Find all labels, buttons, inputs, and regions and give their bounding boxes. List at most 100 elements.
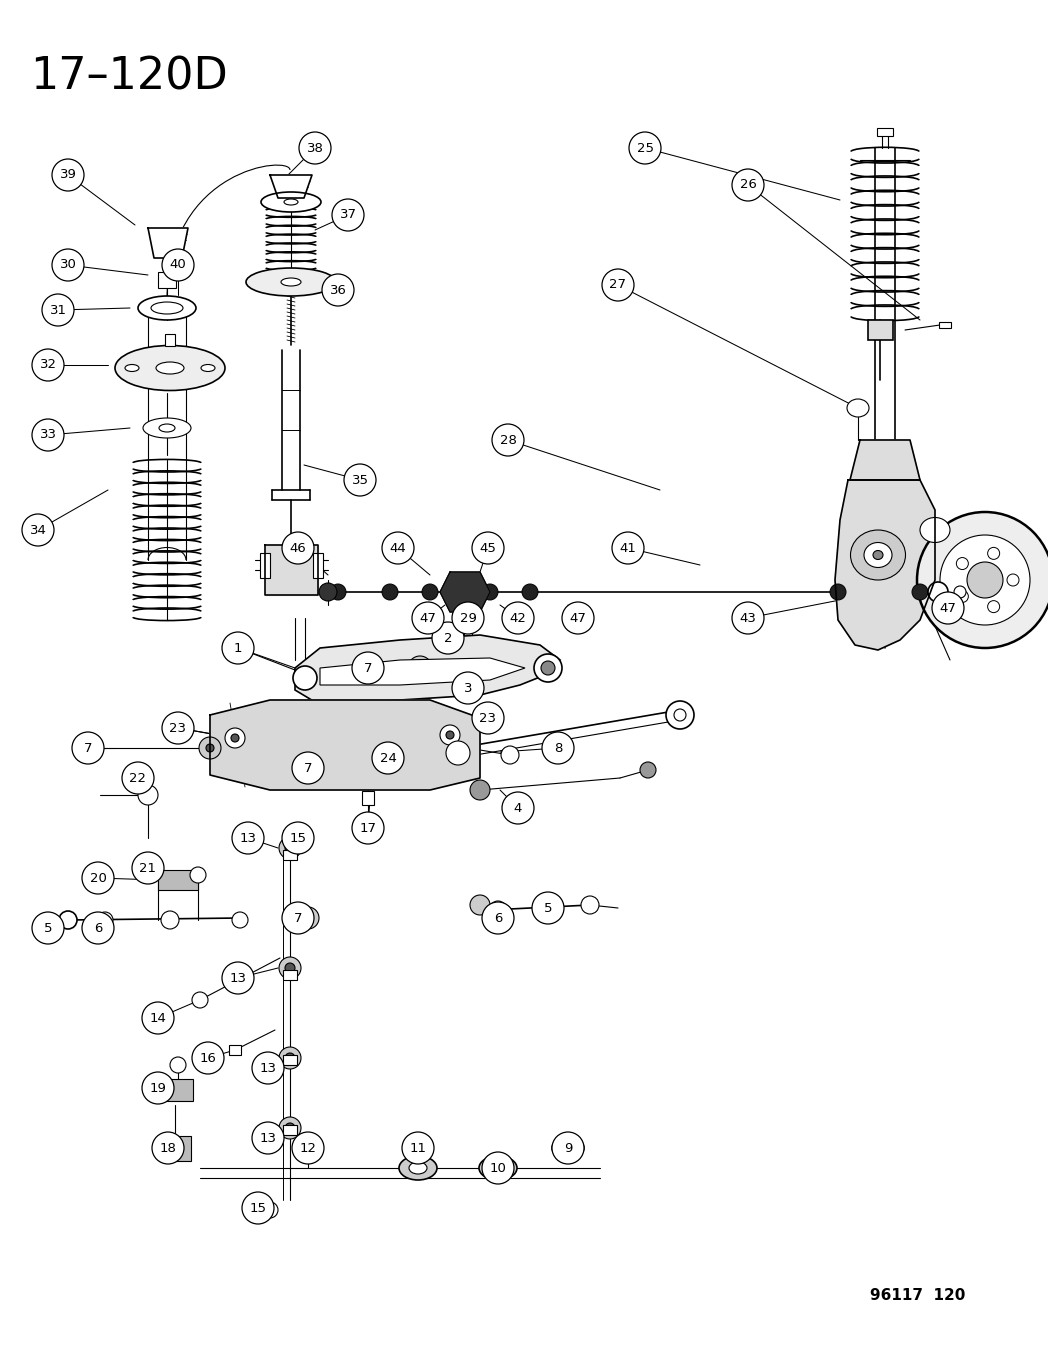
- Circle shape: [225, 728, 245, 748]
- Circle shape: [304, 915, 312, 923]
- PathPatch shape: [320, 658, 525, 685]
- Text: 17–120D: 17–120D: [30, 55, 227, 98]
- Circle shape: [640, 763, 656, 777]
- Circle shape: [954, 586, 966, 599]
- Ellipse shape: [552, 1137, 584, 1159]
- Circle shape: [381, 751, 399, 769]
- Circle shape: [383, 584, 398, 600]
- Bar: [283, 850, 297, 859]
- Text: 43: 43: [740, 612, 757, 624]
- Text: 37: 37: [340, 208, 356, 222]
- Text: 21: 21: [139, 862, 156, 874]
- Circle shape: [282, 902, 314, 933]
- Ellipse shape: [138, 296, 196, 320]
- Text: 46: 46: [289, 542, 306, 554]
- Text: 10: 10: [489, 1162, 506, 1174]
- Circle shape: [452, 584, 468, 600]
- Bar: [877, 128, 893, 136]
- Circle shape: [82, 912, 114, 944]
- Circle shape: [472, 702, 504, 734]
- Circle shape: [282, 822, 314, 854]
- Text: 11: 11: [410, 1142, 427, 1154]
- Circle shape: [232, 822, 264, 854]
- Circle shape: [32, 912, 64, 944]
- Text: 35: 35: [351, 473, 369, 487]
- Text: 22: 22: [130, 772, 147, 784]
- Circle shape: [482, 902, 514, 933]
- Circle shape: [502, 603, 534, 633]
- Circle shape: [285, 963, 294, 972]
- Circle shape: [502, 792, 534, 824]
- Text: 3: 3: [464, 682, 473, 694]
- Circle shape: [917, 512, 1048, 648]
- Text: 28: 28: [500, 433, 517, 447]
- Text: 47: 47: [419, 612, 436, 624]
- Circle shape: [552, 1132, 584, 1163]
- Bar: [939, 321, 951, 328]
- Ellipse shape: [479, 1155, 517, 1180]
- Circle shape: [52, 249, 84, 281]
- Ellipse shape: [489, 1162, 507, 1174]
- Circle shape: [629, 132, 661, 164]
- Circle shape: [532, 892, 564, 924]
- Text: 25: 25: [636, 141, 654, 155]
- Circle shape: [138, 785, 158, 806]
- Circle shape: [52, 159, 84, 191]
- Text: 18: 18: [159, 1142, 176, 1154]
- Bar: [158, 272, 176, 288]
- Circle shape: [170, 1057, 185, 1073]
- Ellipse shape: [246, 268, 336, 296]
- Circle shape: [402, 1132, 434, 1163]
- Bar: [283, 1124, 297, 1135]
- Circle shape: [927, 582, 948, 603]
- Circle shape: [279, 1116, 301, 1139]
- Circle shape: [344, 464, 376, 496]
- Circle shape: [322, 274, 354, 307]
- Polygon shape: [148, 229, 188, 258]
- Bar: [868, 320, 893, 340]
- Circle shape: [665, 701, 694, 729]
- Text: 13: 13: [240, 831, 257, 845]
- Circle shape: [674, 709, 686, 721]
- Text: 17: 17: [359, 822, 376, 834]
- Circle shape: [541, 660, 555, 675]
- Circle shape: [319, 582, 337, 601]
- Circle shape: [352, 652, 384, 685]
- Text: 5: 5: [544, 901, 552, 915]
- Polygon shape: [270, 175, 312, 198]
- Circle shape: [940, 535, 1030, 625]
- Bar: [313, 553, 323, 577]
- Circle shape: [470, 894, 490, 915]
- Text: 2: 2: [443, 632, 453, 644]
- Circle shape: [967, 562, 1003, 599]
- Circle shape: [415, 663, 425, 672]
- Text: 34: 34: [29, 523, 46, 537]
- Text: 7: 7: [364, 662, 372, 674]
- Circle shape: [285, 1123, 294, 1132]
- Circle shape: [97, 912, 113, 928]
- Circle shape: [501, 746, 519, 764]
- Circle shape: [932, 592, 964, 624]
- Circle shape: [59, 911, 77, 929]
- Circle shape: [141, 1072, 174, 1104]
- Circle shape: [540, 900, 556, 916]
- Text: 32: 32: [40, 359, 57, 371]
- Circle shape: [330, 584, 346, 600]
- Circle shape: [732, 603, 764, 633]
- Text: 24: 24: [379, 752, 396, 764]
- Circle shape: [446, 730, 454, 738]
- Polygon shape: [850, 440, 920, 480]
- Circle shape: [542, 732, 574, 764]
- Circle shape: [470, 780, 490, 800]
- Circle shape: [282, 533, 314, 564]
- Bar: [165, 334, 175, 346]
- Circle shape: [132, 851, 163, 884]
- Text: 12: 12: [300, 1142, 316, 1154]
- Circle shape: [352, 812, 384, 845]
- Circle shape: [199, 737, 221, 759]
- Text: 30: 30: [60, 258, 77, 272]
- Circle shape: [472, 533, 504, 564]
- Text: 14: 14: [150, 1011, 167, 1025]
- Ellipse shape: [561, 1143, 575, 1153]
- Circle shape: [957, 558, 968, 569]
